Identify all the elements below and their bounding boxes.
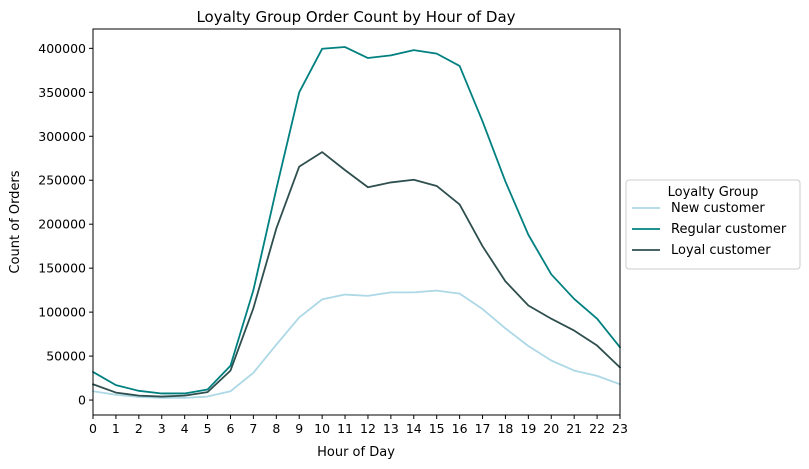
series-line-loyal-customer [92, 151, 621, 398]
x-axis-label: Hour of Day [317, 445, 395, 460]
y-tick-label: 0 [78, 393, 86, 408]
x-tick-label: 0 [89, 421, 97, 436]
legend: Loyalty Group New customer Regular custom… [625, 179, 801, 270]
x-tick-label: 3 [158, 421, 166, 436]
x-tick-label: 9 [295, 421, 303, 436]
y-tick-label: 150000 [38, 261, 86, 276]
x-tick-label: 4 [181, 421, 189, 436]
y-tick-label: 250000 [38, 173, 86, 188]
x-tick-label: 15 [429, 421, 445, 436]
x-tick-label: 19 [520, 421, 536, 436]
legend-box [625, 179, 801, 270]
chart-title: Loyalty Group Order Count by Hour of Day [196, 8, 515, 26]
x-tick-label: 6 [227, 421, 235, 436]
plot-frame [92, 28, 621, 416]
x-axis: 0 1 2 3 4 5 6 7 8 9 10 11 12 13 14 15 16 17 18 19 20 21 22 23 [89, 415, 628, 436]
series-lines [92, 46, 621, 399]
y-tick-label: 350000 [38, 85, 86, 100]
y-axis-label: Count of Orders [8, 170, 23, 273]
x-tick-label: 13 [383, 421, 399, 436]
series-line-new-customer [92, 289, 621, 399]
y-tick-label: 400000 [38, 41, 86, 56]
y-tick-label: 200000 [38, 217, 86, 232]
legend-label: New customer [671, 201, 765, 216]
x-tick-label: 17 [475, 421, 491, 436]
legend-label: Regular customer [671, 222, 787, 237]
legend-label: Loyal customer [671, 243, 771, 258]
x-tick-label: 2 [135, 421, 143, 436]
x-tick-label: 21 [566, 421, 582, 436]
x-tick-label: 16 [452, 421, 468, 436]
legend-title: Loyalty Group [668, 185, 759, 200]
y-axis: 0 50000 100000 150000 200000 250000 300000 3500… [38, 41, 93, 408]
x-tick-label: 8 [272, 421, 280, 436]
x-tick-label: 7 [249, 421, 257, 436]
x-tick-label: 1 [112, 421, 120, 436]
y-tick-label: 50000 [46, 349, 86, 364]
x-tick-label: 14 [406, 421, 422, 436]
x-tick-label: 5 [204, 421, 212, 436]
y-tick-label: 300000 [38, 129, 86, 144]
legend-items: New customer Regular customer Loyal custom… [632, 201, 787, 258]
series-line-regular-customer [92, 46, 621, 395]
x-tick-label: 12 [360, 421, 376, 436]
x-tick-label: 11 [337, 421, 353, 436]
x-tick-label: 10 [314, 421, 330, 436]
x-tick-label: 20 [543, 421, 559, 436]
x-tick-label: 22 [589, 421, 605, 436]
y-tick-label: 100000 [38, 305, 86, 320]
x-tick-label: 23 [612, 421, 628, 436]
x-tick-label: 18 [497, 421, 513, 436]
